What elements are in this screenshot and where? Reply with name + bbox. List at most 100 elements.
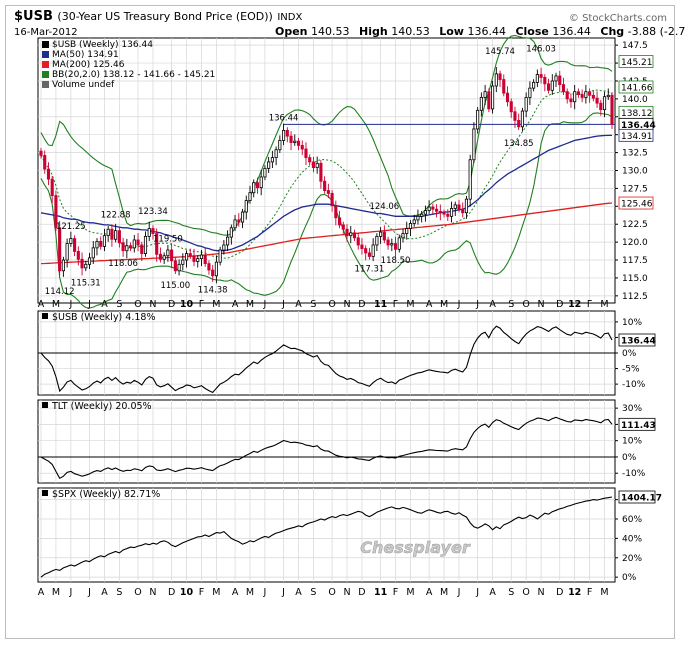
- candle-body: [584, 91, 588, 98]
- candle-body: [199, 254, 204, 259]
- candle-body: [405, 228, 409, 234]
- candle-body: [397, 237, 401, 250]
- price-tag-label: 141.66: [621, 83, 653, 93]
- x-axis-label-top: 12: [568, 299, 581, 310]
- candle-body: [420, 213, 424, 217]
- y-tick-label: -5%: [622, 365, 640, 375]
- x-axis-label-bottom: A: [489, 587, 496, 598]
- price-annotation: 118.06: [108, 259, 138, 269]
- x-axis-label-bottom: M: [246, 587, 254, 598]
- candle-body: [345, 228, 349, 237]
- x-axis-label-top: A: [489, 299, 496, 310]
- candle-body: [371, 244, 375, 257]
- y-tick-label: 122.5: [622, 220, 648, 230]
- candle-body: [46, 168, 51, 180]
- x-axis-label-top: M: [600, 299, 608, 310]
- candle-body: [487, 91, 491, 110]
- candle-body: [87, 257, 92, 265]
- price-annotation: 117.31: [355, 264, 385, 274]
- candle-body: [610, 94, 614, 125]
- legend-label: BB(20,2.0) 138.12 - 141.66 - 145.21: [52, 70, 215, 80]
- candle-body: [442, 212, 446, 215]
- series-line-spx: [40, 496, 613, 578]
- last-value-label: 111.43: [621, 421, 656, 431]
- candle-body: [580, 94, 584, 98]
- y-tick-label: 112.5: [622, 292, 648, 302]
- candle-body: [263, 167, 267, 178]
- x-axis-label-top: A: [232, 299, 239, 310]
- candle-body: [233, 219, 237, 229]
- y-tick-label: 117.5: [622, 256, 648, 266]
- y-tick-label: 30%: [622, 404, 642, 414]
- candle-body: [259, 176, 263, 189]
- candle-body: [513, 111, 517, 121]
- x-axis-label-top: O: [522, 299, 529, 310]
- symbol-text: $USB: [14, 9, 53, 24]
- x-axis-label-top: M: [440, 299, 448, 310]
- candle-body: [278, 140, 282, 151]
- candle-body: [308, 157, 312, 163]
- x-axis-label-bottom: F: [587, 587, 592, 598]
- legend-swatch: [42, 490, 48, 496]
- series-line-tlt: [40, 416, 613, 480]
- candle-body: [296, 140, 301, 146]
- y-tick-label: 60%: [622, 515, 642, 525]
- candle-body: [84, 263, 88, 269]
- candle-body: [558, 75, 562, 85]
- x-axis-label-bottom: M: [212, 587, 220, 598]
- candle-body: [267, 161, 271, 169]
- candle-body: [453, 204, 457, 209]
- x-axis-label-top: A: [101, 299, 108, 310]
- price-annotation: 115.00: [160, 281, 190, 291]
- candle-body: [117, 230, 121, 244]
- x-axis-label-bottom: J: [457, 587, 461, 598]
- price-annotation: 114.12: [45, 287, 75, 297]
- x-axis-label-bottom: M: [406, 587, 414, 598]
- series-line-usb: [40, 325, 613, 394]
- legend-label: MA(50) 134.91: [52, 50, 119, 60]
- candle-body: [155, 233, 159, 255]
- candle-body: [315, 162, 319, 169]
- x-axis-label-bottom: M: [440, 587, 448, 598]
- candle-body: [252, 182, 256, 194]
- price-tag-label: 134.91: [621, 132, 653, 142]
- y-tick-label: -10%: [622, 469, 646, 479]
- candle-body: [106, 228, 110, 237]
- last-value-label: 136.44: [621, 336, 656, 346]
- candle-body: [573, 91, 577, 103]
- price-annotation: 123.34: [138, 207, 168, 217]
- candle-body: [323, 180, 327, 191]
- candle-body: [595, 97, 599, 104]
- price-annotation: 118.50: [381, 256, 411, 266]
- candle-body: [214, 261, 218, 277]
- price-annotation: 122.88: [101, 210, 131, 220]
- price-tag-label: 138.12: [621, 109, 653, 119]
- candle-body: [449, 208, 454, 217]
- x-axis-label-top: F: [199, 299, 204, 310]
- y-tick-label: 130.0: [622, 167, 648, 177]
- x-axis-label-top: S: [310, 299, 316, 310]
- candle-body: [240, 211, 245, 223]
- x-axis-label-top: 11: [374, 299, 387, 310]
- x-axis-label-bottom: J: [68, 587, 72, 598]
- brand-label: © StockCharts.com: [568, 13, 667, 24]
- y-tick-label: 0%: [622, 573, 637, 583]
- price-annotation: 134.85: [504, 139, 534, 149]
- y-tick-label: 0%: [622, 453, 637, 463]
- y-tick-label: 40%: [622, 534, 642, 544]
- candle-body: [334, 205, 338, 219]
- y-tick-label: 127.5: [622, 184, 648, 194]
- x-axis-label-top: D: [168, 299, 175, 310]
- candle-body: [505, 92, 510, 103]
- legend-label: $USB (Weekly) 136.44: [52, 40, 153, 50]
- x-axis-label-top: J: [87, 299, 91, 310]
- chart-date: 16-Mar-2012: [14, 27, 78, 38]
- open-label: Open: [275, 25, 308, 38]
- candle-body: [591, 94, 595, 99]
- x-axis-label-top: N: [343, 299, 350, 310]
- candle-body: [367, 252, 371, 257]
- candle-body: [282, 129, 286, 141]
- x-axis-label-bottom: D: [168, 587, 175, 598]
- candle-body: [43, 155, 47, 170]
- last-value-tag: [618, 490, 656, 504]
